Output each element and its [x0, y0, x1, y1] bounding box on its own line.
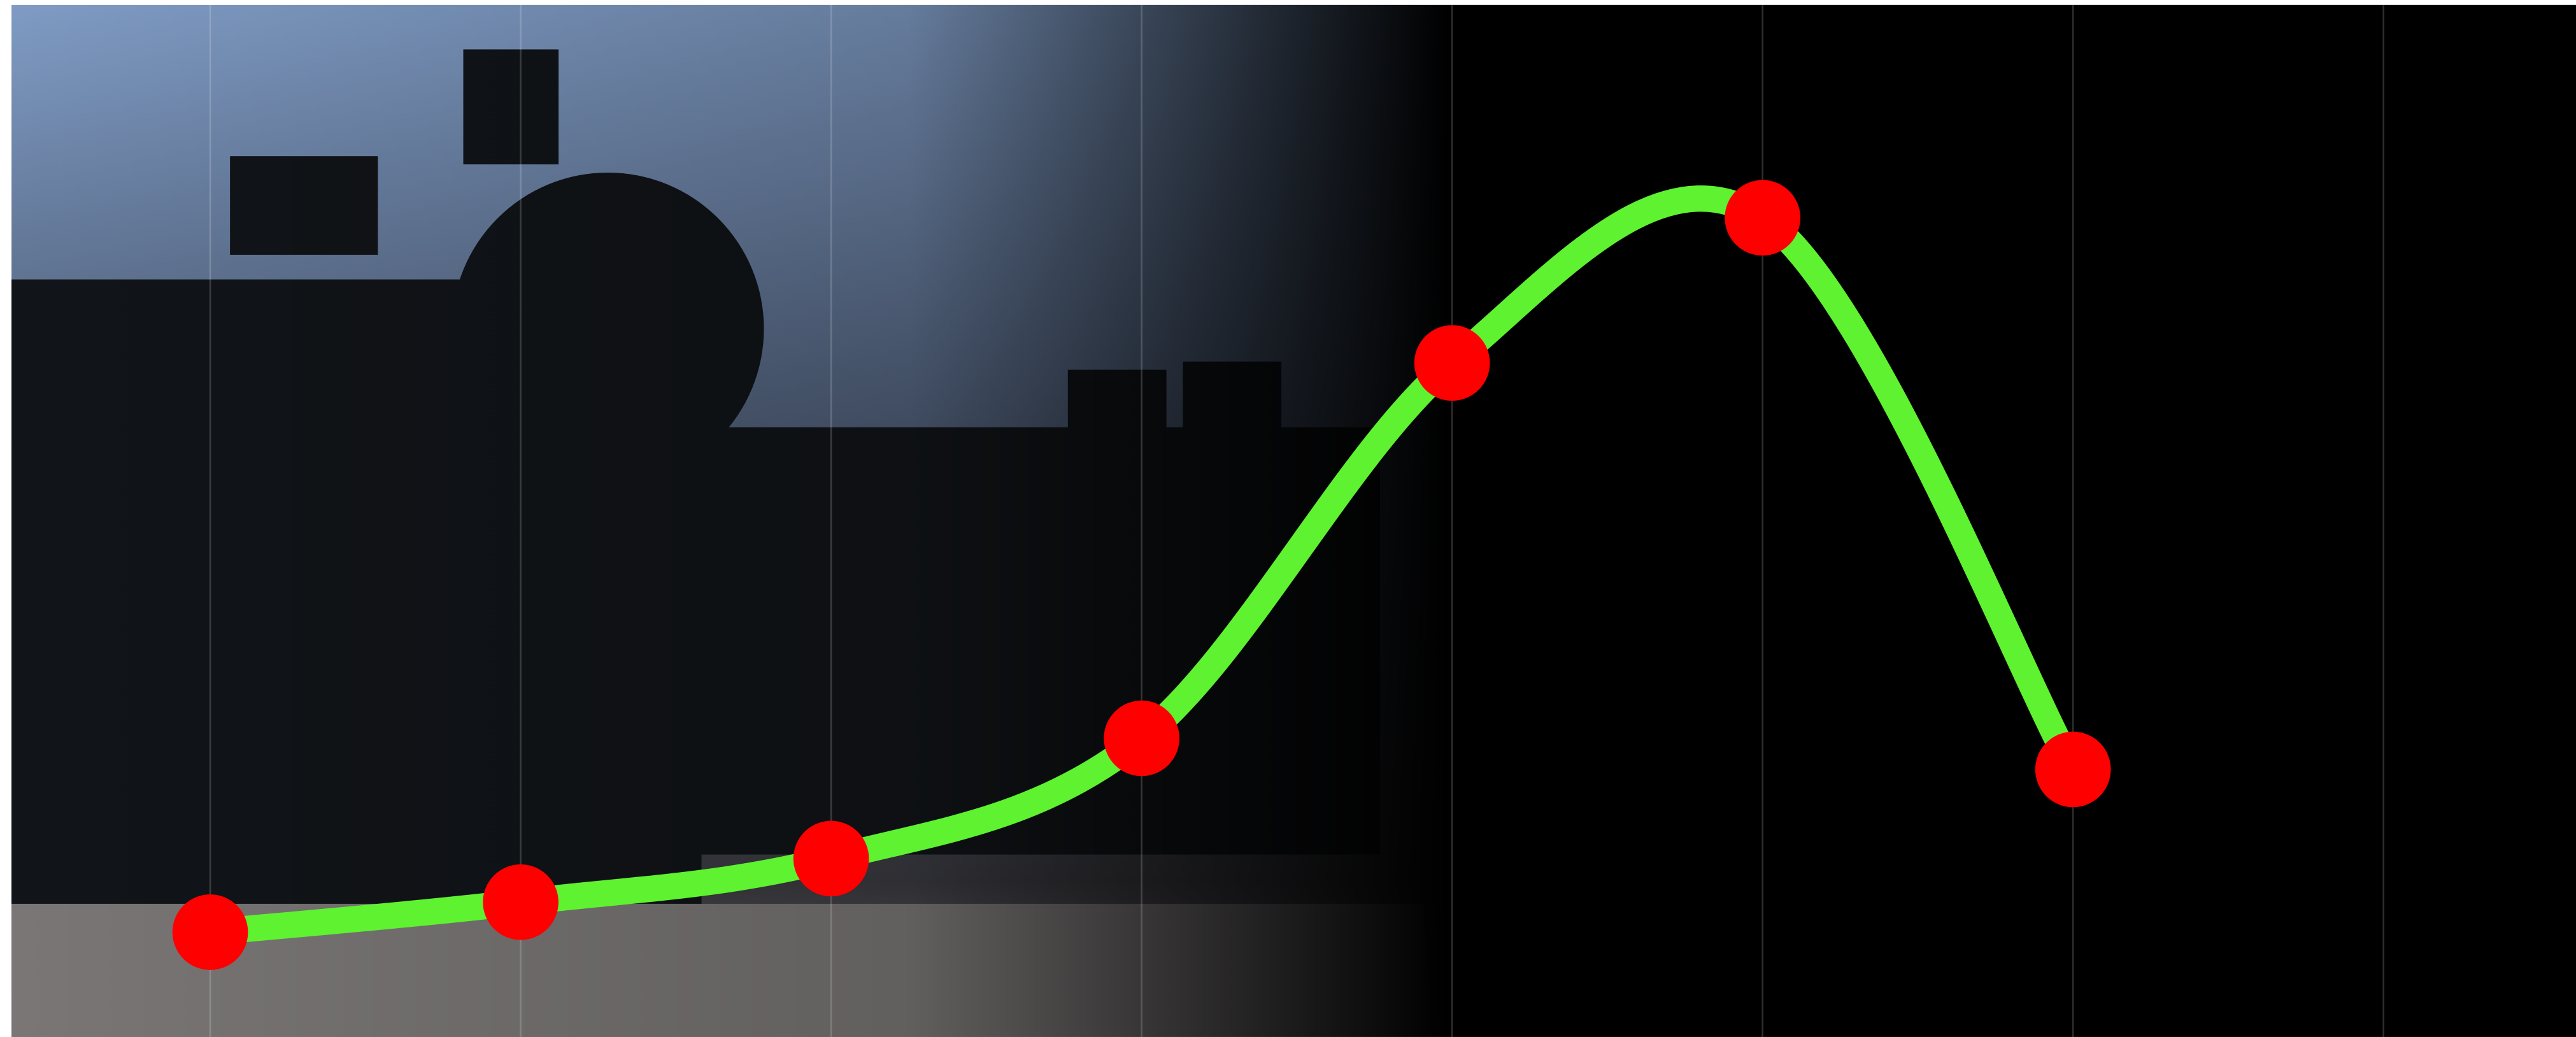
point	[1414, 325, 1490, 401]
point	[1725, 180, 1801, 256]
point	[793, 820, 869, 897]
point	[483, 864, 559, 940]
point	[2035, 731, 2111, 808]
dark-overlay	[11, 4, 2576, 1037]
point	[172, 894, 248, 970]
point	[1104, 700, 1179, 776]
